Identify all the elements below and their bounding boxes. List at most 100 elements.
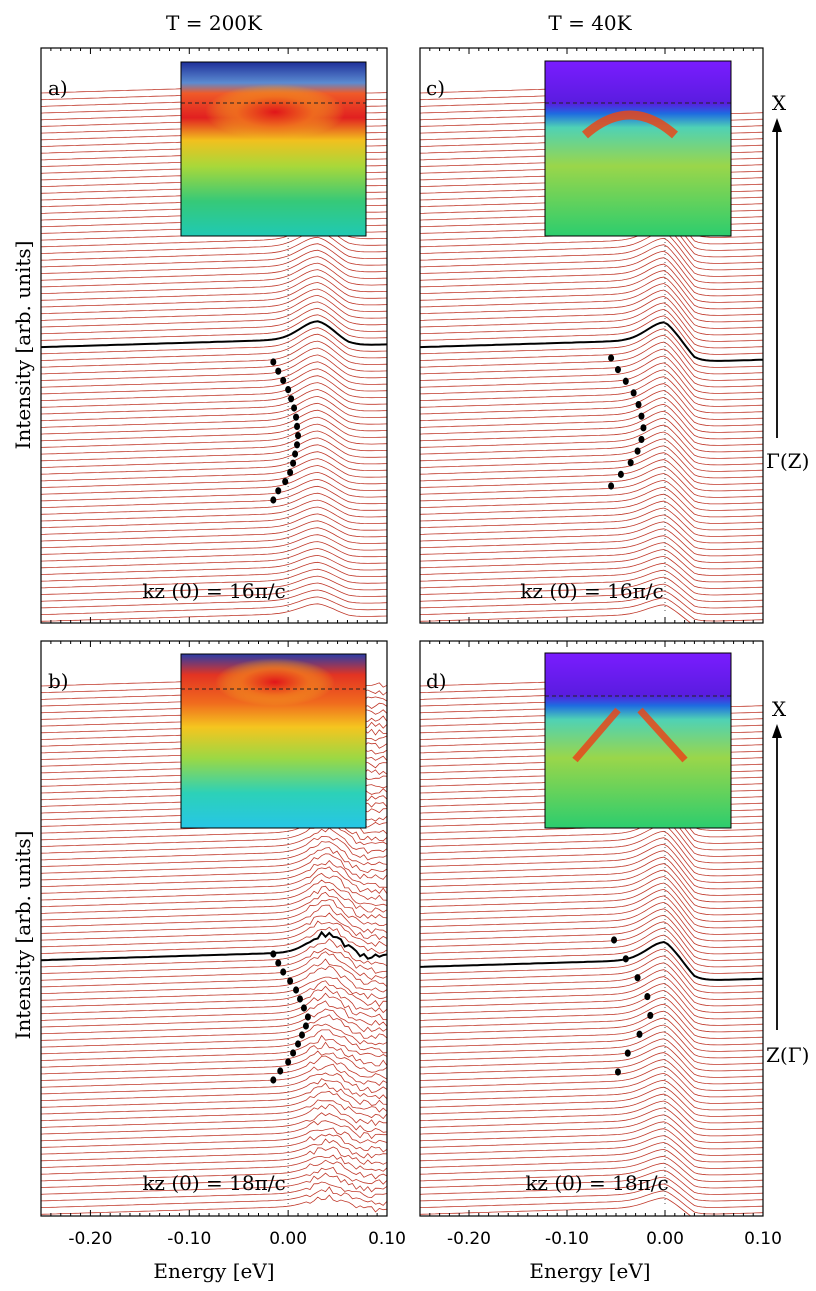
edc-trace [420, 830, 763, 870]
peak-marker [614, 366, 621, 374]
edc-trace [420, 237, 763, 277]
peak-marker [270, 496, 277, 504]
edc-trace [41, 926, 387, 954]
edc-trace [41, 1000, 387, 1028]
inset-b-intensity-map [180, 653, 367, 829]
edc-trace [41, 262, 387, 288]
peak-marker [617, 470, 624, 478]
peak-marker [295, 432, 302, 440]
peak-marker [297, 995, 304, 1003]
edc-trace [420, 1121, 763, 1150]
edc-trace [41, 976, 387, 1001]
edc-trace [420, 250, 763, 290]
edc-trace [41, 492, 387, 515]
edc-trace [420, 569, 763, 596]
edc-trace [420, 1031, 763, 1065]
edc-trace [41, 375, 387, 401]
edc-trace [41, 389, 387, 415]
x-tick-label: -0.10 [167, 1229, 211, 1249]
edc-trace [420, 1169, 763, 1195]
edc-trace [420, 1142, 763, 1169]
edc-trace [420, 1010, 763, 1046]
peak-marker [638, 435, 645, 444]
edc-trace [41, 275, 387, 301]
edc-trace [41, 904, 387, 934]
x-tick-label: 0.10 [744, 1229, 782, 1249]
edc-trace [420, 1072, 763, 1104]
edc-trace [420, 500, 763, 531]
edc-trace [41, 841, 387, 867]
y-axis-label-bottom: Intensity [arb. units] [11, 831, 35, 1040]
edc-trace [420, 308, 763, 349]
edc-trace [420, 362, 763, 401]
edc-trace [41, 1034, 387, 1061]
panel-annotation-c: kz (0) = 16π/c [520, 579, 663, 603]
edc-trace [41, 891, 387, 921]
y-axis-label-top: Intensity [arb. units] [11, 241, 35, 450]
edc-trace [41, 1014, 387, 1041]
edc-trace [420, 934, 763, 974]
edc-trace [420, 850, 763, 890]
edc-trace [41, 1127, 387, 1148]
edc-trace [420, 459, 763, 492]
edc-trace [420, 962, 763, 1000]
edc-trace [420, 445, 763, 479]
edc-trace [41, 340, 387, 368]
edc-trace [41, 1023, 387, 1048]
peak-marker [293, 986, 300, 994]
direction-label-x-bottom: X [772, 697, 787, 721]
edc-trace [41, 912, 387, 941]
edc-trace [41, 347, 387, 375]
edc-trace [41, 853, 387, 881]
edc-trace [420, 1197, 692, 1216]
edc-trace [420, 334, 763, 375]
edc-trace [420, 1183, 763, 1208]
edc-trace [41, 1082, 387, 1108]
edc-trace [41, 589, 387, 609]
edc-trace [420, 479, 763, 511]
edc-trace [420, 1024, 763, 1059]
edc-trace [420, 901, 763, 942]
peak-marker [302, 1022, 309, 1030]
edc-trace [41, 451, 387, 475]
edc-trace [41, 958, 387, 988]
edc-trace [420, 1045, 763, 1078]
edc-trace [420, 882, 763, 922]
peak-marker [300, 1004, 307, 1012]
edc-trace [420, 224, 763, 264]
edc-trace [420, 410, 763, 446]
highlight-trace [41, 930, 387, 962]
edc-trace [420, 590, 763, 615]
peak-marker [624, 1049, 631, 1057]
edc-trace [41, 561, 387, 582]
edc-trace [41, 520, 387, 542]
edc-trace [41, 554, 387, 575]
edc-trace [41, 866, 387, 895]
edc-trace [420, 1079, 763, 1111]
edc-trace [420, 452, 763, 485]
edc-trace [420, 948, 763, 987]
inset-d-intensity-map [544, 652, 732, 829]
edc-trace [41, 1072, 387, 1095]
edc-trace [420, 276, 763, 316]
direction-label-gamma-z: Γ(Z) [766, 449, 809, 473]
edc-trace [41, 368, 387, 395]
edc-trace [41, 1120, 387, 1142]
peak-marker [270, 358, 277, 366]
edc-trace [420, 583, 763, 609]
edc-trace [41, 269, 387, 294]
x-tick-labels: -0.20 -0.10 0.00 0.10 -0.20 -0.10 0.00 0.10 [68, 1229, 782, 1249]
panel-label-a: a) [48, 76, 68, 100]
edc-trace [41, 1154, 387, 1175]
x-tick-label: 0.00 [646, 1229, 684, 1249]
edc-trace [41, 485, 387, 508]
edc-trace [420, 244, 763, 284]
edc-trace [41, 243, 387, 268]
edc-trace [420, 535, 763, 563]
edc-trace [420, 955, 763, 994]
edc-trace [41, 860, 387, 888]
edc-trace [420, 289, 763, 329]
edc-trace [420, 383, 763, 420]
edc-trace [41, 1159, 387, 1182]
